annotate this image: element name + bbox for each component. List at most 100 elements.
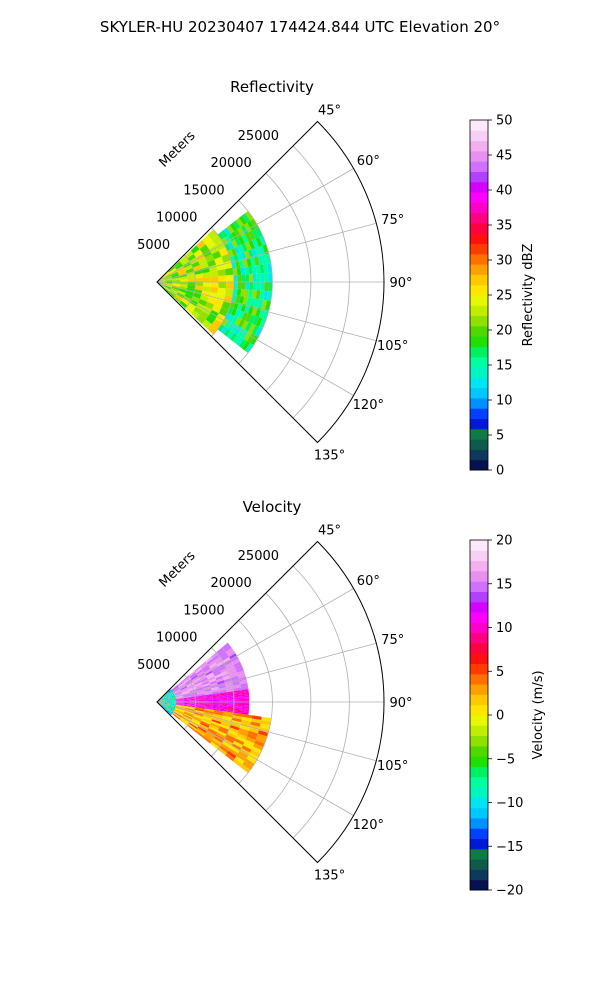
field-cell [162,695,165,698]
field-cell [172,708,175,711]
field-cell [174,692,182,696]
field-cell [237,730,248,737]
field-cell [187,685,196,690]
field-cell [256,273,261,282]
field-cell [179,255,188,264]
field-cell [219,665,227,672]
field-cell [172,277,180,281]
field-cell [246,755,257,764]
reflectivity-grid [156,120,385,444]
field-cell [200,663,209,670]
field-cell [236,288,242,296]
colorbar-swatch [470,264,488,275]
field-cell [177,290,186,296]
field-cell [242,259,249,268]
field-cell [205,314,216,325]
angular-tick-label: 120° [353,818,384,833]
field-cell [174,702,177,704]
field-cell [172,687,180,692]
field-cell [210,276,219,282]
field-cell [184,293,193,300]
field-cell [203,734,213,742]
field-cell [241,703,250,706]
field-cell [175,695,183,699]
field-cell [165,709,168,712]
field-cell [227,705,235,708]
field-cell [190,703,199,705]
field-cell [191,676,199,682]
colorbar-swatch [470,601,488,613]
field-cell [226,688,234,693]
field-cell [167,692,171,695]
field-cell [198,298,208,307]
field-cell [201,679,209,684]
field-cell [234,738,245,746]
field-cell [210,664,218,671]
azimuth-gridline [156,168,354,283]
field-cell [199,310,210,320]
field-cell [241,709,249,712]
field-cell [235,735,246,743]
field-cell [229,332,238,342]
field-cell [199,244,210,254]
field-cell [190,702,199,704]
field-cell [190,245,200,254]
colorbar-tick-label: 0 [496,709,504,724]
field-cell [183,698,191,700]
field-cell [219,652,228,659]
field-cell [193,713,203,718]
field-cell [205,656,213,664]
colorbar-swatch [470,869,488,881]
radial-tick-label: 10000 [156,631,197,646]
field-cell [225,282,234,290]
field-cell [176,704,184,706]
field-cell [174,708,185,713]
field-cell [205,695,213,697]
field-cell [232,758,243,768]
field-cell [212,697,221,700]
field-cell [190,696,198,698]
field-cell [222,715,233,721]
field-cell [241,706,250,709]
field-cell [204,688,212,692]
field-cell [239,260,245,269]
azimuth-gridline [156,281,354,396]
field-cell [170,703,173,705]
field-cell [164,707,167,710]
colorbar-swatch [470,859,488,870]
field-cell [221,719,232,725]
field-cell [242,761,253,771]
colorbar-swatch [470,305,488,317]
field-cell [245,282,250,290]
field-cell [224,659,233,666]
field-cell [241,710,249,714]
field-cell [162,706,165,709]
field-cell [176,698,184,700]
field-cell [259,723,271,730]
field-cell [226,691,235,694]
field-cell [172,713,181,720]
colorbar-swatch [470,315,488,327]
field-cell [190,310,200,319]
field-cell [234,229,242,238]
field-cell [212,702,221,705]
field-cell [172,712,181,720]
field-cell [218,684,226,689]
field-cell [205,254,215,263]
field-cell [163,704,166,707]
field-cell [221,318,229,327]
field-cell [237,244,245,254]
colorbar-tick-label: 30 [496,254,513,269]
azimuth-gridline [156,642,377,703]
field-cell [212,707,220,710]
field-cell [225,267,234,276]
field-cell [167,706,170,709]
field-cell [177,268,186,274]
field-cell [175,707,185,712]
field-cell [251,746,262,754]
field-cell [216,732,226,739]
colorbar-swatch [470,581,488,592]
radial-tick-label: 15000 [183,183,224,198]
field-cell [170,271,179,277]
field-cell [249,749,261,758]
